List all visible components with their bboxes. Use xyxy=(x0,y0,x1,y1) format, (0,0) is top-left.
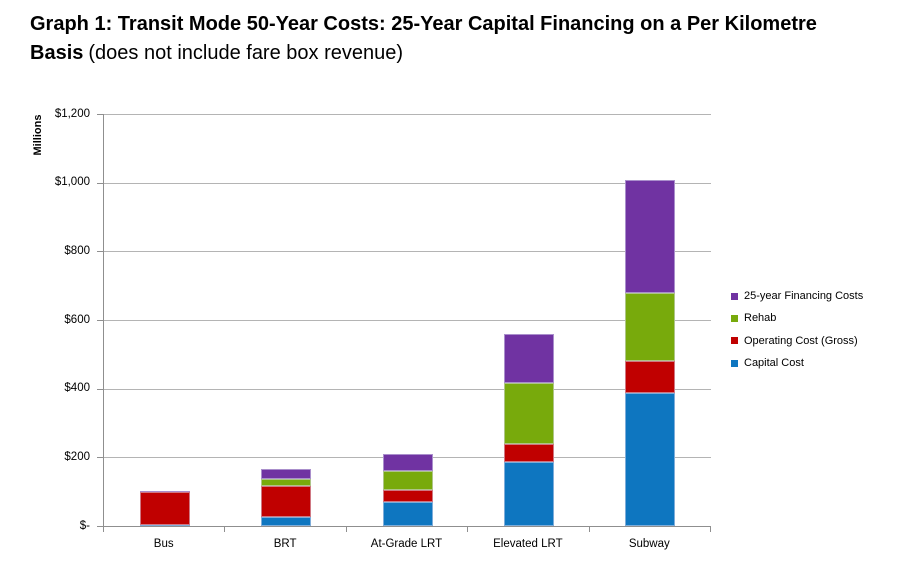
legend-label: Rehab xyxy=(744,312,777,325)
legend-swatch-icon xyxy=(731,292,738,300)
bar-at-grade-lrt xyxy=(382,114,433,526)
legend-item: Rehab xyxy=(731,307,899,329)
x-tick-mark xyxy=(103,527,104,532)
bar-segment-25-year-financing-costs xyxy=(139,490,190,492)
bar-segment-rehab xyxy=(503,383,554,444)
bar-segment-25-year-financing-costs xyxy=(625,179,676,293)
bar-segment-capital-cost xyxy=(382,501,433,526)
gridline xyxy=(104,251,711,253)
x-axis-label: Subway xyxy=(628,538,670,550)
bar-segment-operating-cost-gross- xyxy=(139,491,190,525)
y-tick-mark xyxy=(97,457,103,459)
y-axis-tick-labels: $1,200 $1,000 $800 $600 $400 $200 $- xyxy=(0,0,90,561)
y-tick-mark xyxy=(97,320,103,321)
gridline xyxy=(104,182,711,184)
plot-area xyxy=(103,114,711,527)
bar-bus xyxy=(139,114,190,526)
y-tick-mark xyxy=(97,114,103,115)
y-tick-label: $400 xyxy=(64,382,90,395)
legend: 25-year Financing Costs Rehab Operating Co… xyxy=(731,285,899,374)
bar-segment-rehab xyxy=(261,479,312,487)
y-tick-mark xyxy=(97,526,103,527)
bar-segment-25-year-financing-costs xyxy=(503,333,554,384)
gridline xyxy=(104,114,711,115)
legend-label: Capital Cost xyxy=(744,357,804,370)
gridline xyxy=(104,320,711,321)
chart-title: Graph 1: Transit Mode 50-Year Costs: 25-… xyxy=(30,10,848,68)
legend-swatch-icon xyxy=(731,337,738,345)
bar-segment-capital-cost xyxy=(625,393,676,526)
x-tick-mark xyxy=(588,527,590,532)
y-tick-label: $- xyxy=(79,519,90,532)
y-tick-label: $1,000 xyxy=(54,176,90,189)
x-axis-label: Elevated LRT xyxy=(493,538,563,550)
legend-swatch-icon xyxy=(731,359,738,367)
legend-item: Operating Cost (Gross) xyxy=(731,330,899,352)
chart-title-main: Graph 1: Transit Mode 50-Year Costs: 25-… xyxy=(30,13,817,64)
y-tick-label: $1,200 xyxy=(54,107,90,120)
y-tick-label: $800 xyxy=(64,244,90,257)
bar-segment-operating-cost-gross- xyxy=(261,486,312,518)
x-tick-mark xyxy=(345,527,347,532)
bar-elevated-lrt xyxy=(503,114,554,526)
bar-segment-operating-cost-gross- xyxy=(625,361,676,394)
bar-segment-rehab xyxy=(382,471,433,490)
legend-item: 25-year Financing Costs xyxy=(731,285,899,307)
x-axis-label: Bus xyxy=(153,538,174,550)
x-axis-labels: Bus BRT At-Grade LRT Elevated LRT Subway xyxy=(103,537,710,553)
x-axis-label: At-Grade LRT xyxy=(370,538,443,550)
legend-label: Operating Cost (Gross) xyxy=(744,334,858,347)
bar-brt xyxy=(261,114,312,526)
bar-segment-capital-cost xyxy=(261,517,312,526)
bar-segment-25-year-financing-costs xyxy=(261,469,312,480)
legend-swatch-icon xyxy=(731,314,738,322)
y-tick-label: $600 xyxy=(64,313,90,326)
bar-segment-capital-cost xyxy=(503,461,554,526)
bar-segment-capital-cost xyxy=(139,524,190,526)
y-tick-mark xyxy=(97,182,103,184)
bar-segment-25-year-financing-costs xyxy=(382,454,433,472)
bar-segment-rehab xyxy=(625,292,676,362)
y-tick-mark xyxy=(97,388,103,390)
bar-segment-operating-cost-gross- xyxy=(503,443,554,462)
gridline xyxy=(104,388,711,390)
x-tick-mark xyxy=(224,527,226,532)
x-tick-mark xyxy=(710,527,711,532)
bar-segment-operating-cost-gross- xyxy=(382,489,433,502)
x-axis-label: BRT xyxy=(273,538,297,550)
y-tick-mark xyxy=(97,251,103,253)
y-tick-label: $200 xyxy=(64,450,90,463)
bar-subway xyxy=(625,114,676,526)
legend-item: Capital Cost xyxy=(731,352,899,374)
legend-label: 25-year Financing Costs xyxy=(744,290,864,303)
x-tick-mark xyxy=(467,527,469,532)
chart-title-note: (does not include fare box revenue) xyxy=(88,42,404,64)
